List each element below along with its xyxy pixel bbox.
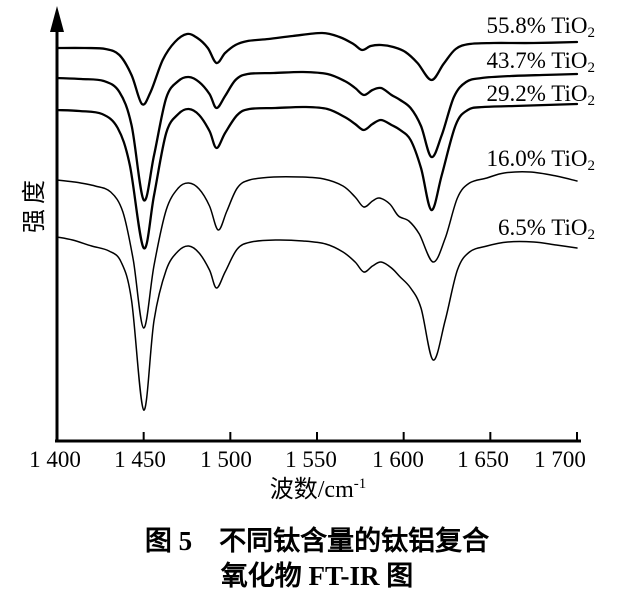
series-label-29.2pct: 29.2% TiO2 (487, 81, 595, 109)
series-label-55.8pct: 55.8% TiO2 (487, 13, 595, 41)
series-label-16pct: 16.0% TiO2 (487, 146, 595, 174)
spectrum-curve-16pct-tio2 (56, 171, 578, 329)
x-tick-label-1400: 1 400 (29, 447, 81, 472)
spectrum-curve-55.8pct-tio2 (55, 31, 579, 106)
x-tick-label-1450: 1 450 (114, 447, 166, 472)
x-tick-label-1650: 1 650 (457, 447, 509, 472)
x-axis-title: 波数/cm-1 (270, 476, 367, 503)
x-tick-label-1550: 1 550 (285, 447, 337, 472)
ftir-spectra-chart: 1 400 1 450 1 500 1 550 1 600 1 650 1 700 波数/cm… (29, 6, 595, 503)
series-label-6.5pct: 6.5% TiO2 (498, 215, 595, 243)
y-axis-title: 强度 (21, 175, 48, 233)
spectrum-curve-29.2pct-tio2 (55, 102, 579, 250)
y-axis-arrowhead (50, 6, 64, 32)
x-tick-label-1600: 1 600 (372, 447, 424, 472)
spectrum-curve-43.7pct-tio2 (55, 70, 579, 202)
series-label-43.7pct: 43.7% TiO2 (487, 48, 595, 76)
caption-line-2: 氧化物 FT-IR 图 (220, 561, 414, 591)
figure-caption: 图 5 不同钛含量的钛铝复合 氧化物 FT-IR 图 (14, 524, 620, 594)
x-tick-label-1500: 1 500 (200, 447, 252, 472)
caption-line-1: 图 5 不同钛含量的钛铝复合 (144, 526, 490, 556)
spectrum-curve-6.5pct-tio2 (56, 236, 578, 411)
x-tick-label-1700: 1 700 (534, 447, 586, 472)
